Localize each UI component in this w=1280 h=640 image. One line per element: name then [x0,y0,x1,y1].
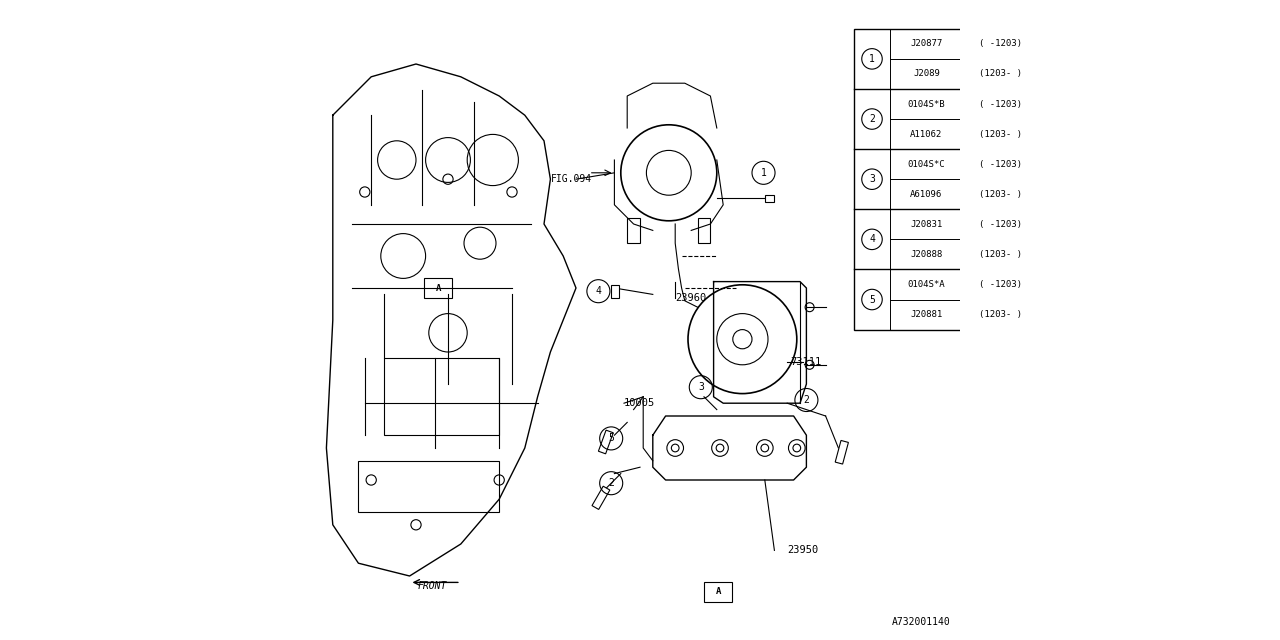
Text: 10005: 10005 [625,398,655,408]
Text: 1: 1 [869,54,876,64]
Text: 2: 2 [869,114,876,124]
Text: (1203- ): (1203- ) [978,189,1021,199]
Bar [698,218,710,243]
Text: 23960: 23960 [676,292,707,303]
Bar [425,278,453,298]
Text: ( -1203): ( -1203) [978,220,1021,229]
Bar [855,29,1037,330]
Text: A11062: A11062 [910,129,942,139]
Text: ( -1203): ( -1203) [978,99,1021,109]
Text: 4: 4 [595,286,602,296]
Bar [612,285,620,298]
Bar [591,486,609,509]
Text: 3: 3 [698,382,704,392]
Text: A: A [716,588,721,596]
Text: FIG.094: FIG.094 [550,174,591,184]
Text: J20888: J20888 [910,250,942,259]
Text: 5: 5 [869,294,876,305]
Text: 0104S*B: 0104S*B [908,99,945,109]
Text: 73111: 73111 [791,356,822,367]
Bar [704,582,732,602]
Text: 23950: 23950 [787,545,818,556]
Text: 0104S*A: 0104S*A [908,280,945,289]
Text: 4: 4 [869,234,876,244]
Text: J20831: J20831 [910,220,942,229]
Polygon shape [653,416,806,480]
Text: (1203- ): (1203- ) [978,250,1021,259]
Text: (1203- ): (1203- ) [978,129,1021,139]
Text: ( -1203): ( -1203) [978,280,1021,289]
Text: (1203- ): (1203- ) [978,69,1021,79]
Text: A: A [435,284,442,292]
Text: 3: 3 [869,174,876,184]
Text: 5: 5 [608,433,614,444]
Text: J20877: J20877 [910,39,942,49]
Polygon shape [326,64,576,576]
Text: FRONT: FRONT [417,580,447,591]
Bar [627,218,640,243]
Bar [599,430,613,454]
Text: A61096: A61096 [910,189,942,199]
Text: A732001140: A732001140 [892,617,950,627]
Text: 2: 2 [608,478,614,488]
Text: ( -1203): ( -1203) [978,159,1021,169]
Text: 1: 1 [760,168,767,178]
Text: (1203- ): (1203- ) [978,310,1021,319]
Text: 0104S*C: 0104S*C [908,159,945,169]
Text: 2: 2 [804,395,809,405]
Bar [358,461,499,512]
Bar [384,358,499,435]
Text: J20881: J20881 [910,310,942,319]
Text: J2089: J2089 [913,69,940,79]
Text: ( -1203): ( -1203) [978,39,1021,49]
Bar [765,195,774,202]
Bar [836,440,849,464]
